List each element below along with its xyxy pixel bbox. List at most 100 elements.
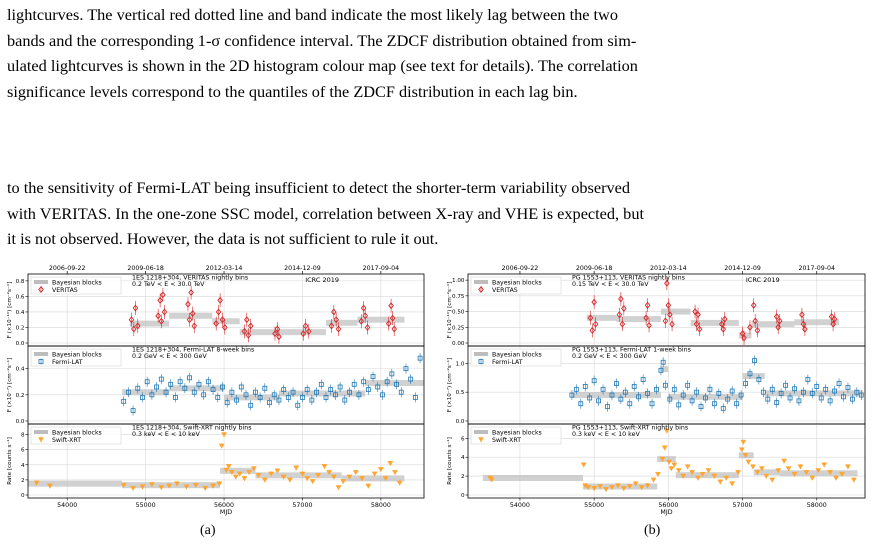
body-paragraph: to the sensitivity of Fermi-LAT being in… [7, 175, 863, 252]
data-point [364, 323, 371, 331]
data-point [776, 317, 783, 325]
data-point [358, 317, 365, 325]
subplot-title: PG 1553+113, VERITAS nightly bins [572, 275, 685, 282]
data-point [760, 389, 766, 395]
data-point [720, 405, 726, 411]
data-point [342, 397, 348, 403]
data-point [662, 317, 669, 325]
data-point [589, 326, 596, 334]
data-point [802, 325, 808, 333]
data-point [326, 470, 333, 476]
data-point [173, 395, 178, 400]
data-point [304, 476, 311, 482]
data-point [644, 301, 651, 309]
data-point [351, 381, 357, 387]
data-point [778, 390, 784, 396]
data-point [192, 482, 199, 488]
data-point [318, 381, 324, 387]
data-point [128, 316, 135, 324]
legend-label: VERITAS [492, 287, 518, 294]
data-point [236, 471, 243, 477]
data-point [695, 475, 701, 481]
data-point [721, 315, 728, 323]
data-point [740, 439, 747, 445]
subplot-title: 1ES 1218+304, Fermi-LAT 8-week bins [132, 347, 254, 354]
data-point [809, 475, 816, 481]
y-tick-label: 0.0 [16, 341, 25, 347]
bayesian-block [212, 318, 240, 325]
data-point [38, 437, 44, 443]
data-point [707, 386, 713, 392]
data-point [293, 465, 300, 471]
data-point [738, 447, 745, 453]
data-series [121, 353, 423, 416]
legend-label: Fermi-LAT [52, 359, 83, 366]
data-point [389, 371, 395, 377]
x-axis-label: MJD [660, 509, 672, 516]
subplot-frame [467, 423, 866, 499]
bayesian-block [660, 366, 669, 373]
data-point [698, 404, 704, 410]
bayesian-block [586, 314, 617, 321]
data-point [854, 389, 860, 395]
data-point [619, 320, 626, 328]
data-point [144, 379, 150, 385]
bayesian-block [169, 312, 213, 319]
subplot-3: 0 2 4 6 8 Rate [counts s⁻¹] 1ES 1218+304, Swif… [6, 423, 425, 499]
y-tick-label: 0.75 [452, 294, 465, 300]
data-point [695, 311, 701, 319]
data-point [694, 389, 699, 395]
data-point [621, 304, 627, 312]
data-point [243, 392, 249, 398]
data-point [658, 367, 664, 373]
bayesian-block [571, 392, 661, 399]
data-point [754, 326, 761, 334]
data-point [177, 379, 183, 385]
data-point [618, 295, 624, 303]
data-point [241, 476, 248, 482]
y-axis-label: F (×10⁻⁷) [cm⁻²s⁻¹] [446, 358, 453, 412]
data-point [747, 323, 753, 331]
data-point [573, 386, 579, 392]
data-point [271, 392, 277, 398]
data-point [220, 384, 225, 390]
y-tick-label: 0.5 [456, 390, 465, 396]
data-point [578, 401, 584, 407]
data-point [742, 453, 749, 459]
data-point [286, 477, 293, 483]
data-point [328, 387, 334, 392]
data-point [245, 331, 252, 339]
data-point [365, 387, 371, 392]
data-point [659, 456, 666, 462]
data-point [202, 486, 209, 491]
bayesian-block [129, 320, 170, 327]
data-point [333, 316, 339, 324]
subplot-2: 0.0 0.2 0.4F (×10⁻⁷) [cm⁻²s⁻¹] 1ES 1218+304… [6, 345, 425, 425]
data-point [132, 304, 139, 312]
data-point [664, 279, 670, 287]
data-point [754, 470, 761, 476]
data-point [703, 395, 708, 401]
data-point [149, 392, 155, 398]
data-point [836, 381, 842, 386]
data-point [281, 387, 287, 392]
data-point [660, 359, 666, 365]
caption-line: bands and the corresponding 1-σ confiden… [7, 30, 637, 50]
data-point [773, 313, 780, 321]
data-point [224, 400, 230, 406]
y-tick-label: 0.2 [16, 325, 25, 331]
data-point [371, 471, 378, 477]
data-point [801, 389, 806, 395]
data-point [163, 389, 169, 395]
data-point [182, 385, 188, 391]
y-axis-label: F (×10⁻¹⁰) [cm⁻²s⁻¹] [6, 282, 13, 339]
data-point [309, 397, 315, 403]
y-tick-label: 0 [21, 493, 25, 499]
subplot-subtitle: 0.2 GeV < E < 300 GeV [132, 353, 207, 360]
data-point [587, 314, 594, 322]
y-tick-label: 0.2 [16, 393, 25, 399]
data-point [205, 379, 211, 385]
data-point [135, 322, 141, 330]
top-axis-date-label: 2017-09-04 [798, 265, 835, 272]
bayesian-block [583, 483, 658, 490]
